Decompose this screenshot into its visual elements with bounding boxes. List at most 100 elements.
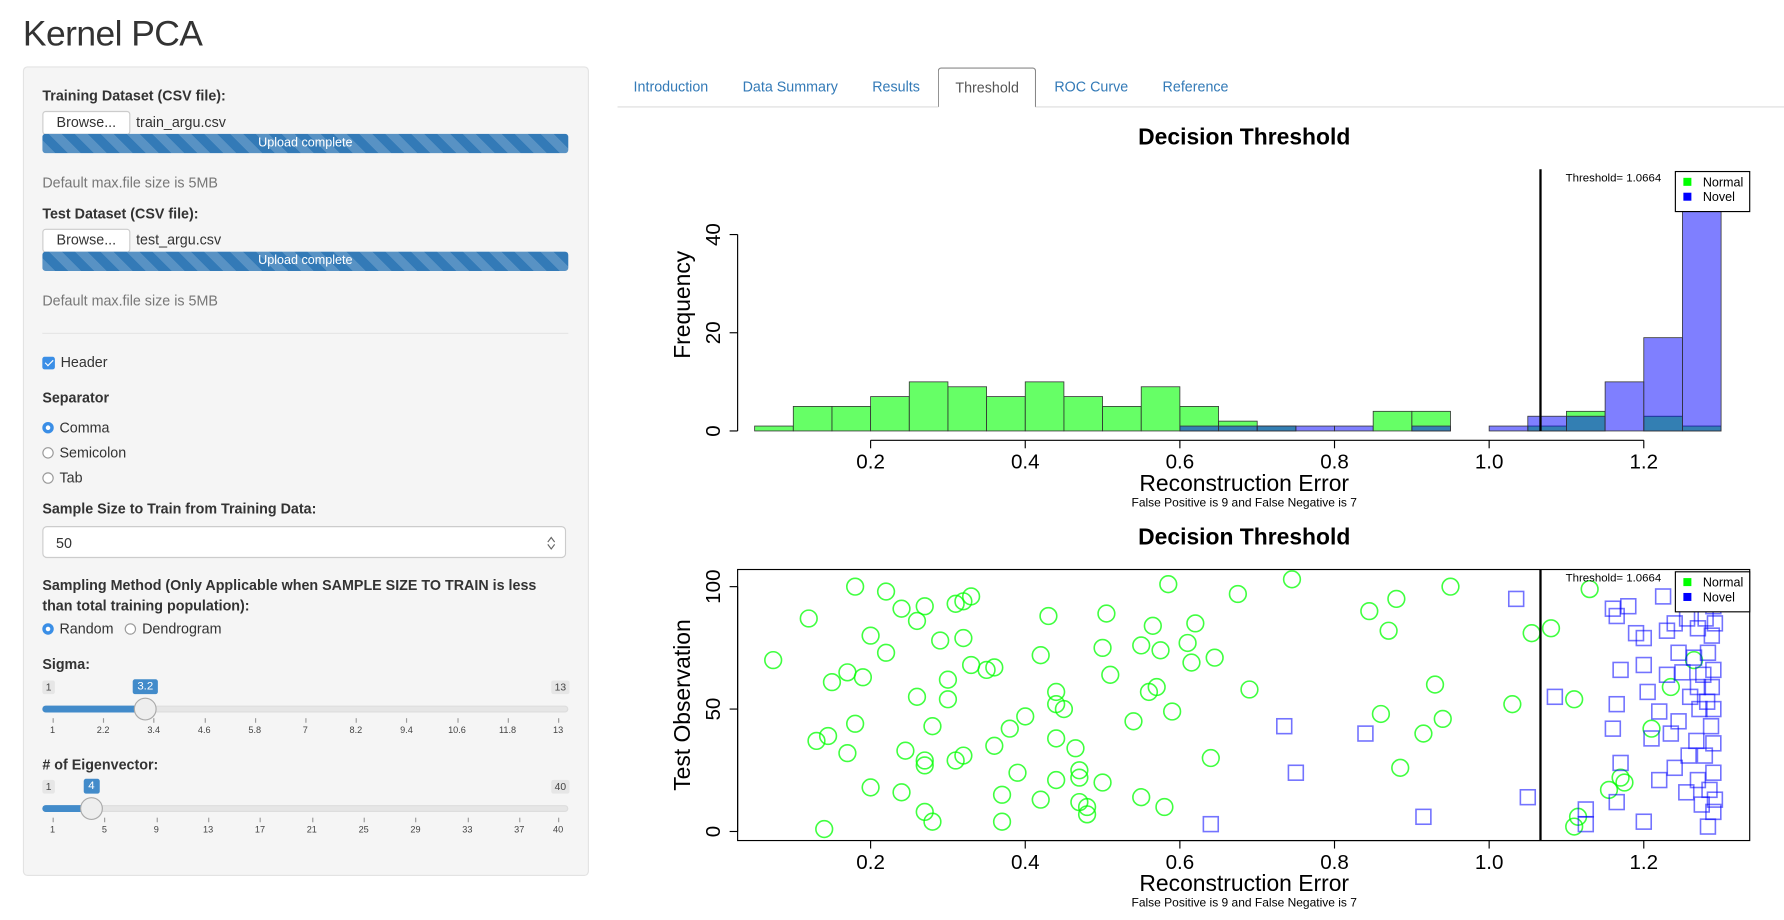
scatter-point [1282, 570, 1302, 589]
x-axis-label: Reconstruction Error [1139, 870, 1349, 896]
scatter-point [1182, 653, 1201, 672]
scatter-point [807, 731, 826, 751]
radio-dot[interactable] [42, 623, 54, 635]
tab[interactable]: Introduction [633, 78, 709, 95]
help-text: Default max.file size is 5MB [42, 292, 218, 309]
slider-track[interactable] [42, 805, 569, 812]
scatter-point [896, 741, 915, 760]
y-tick-label: 0 [702, 826, 725, 837]
scatter-point [1705, 661, 1722, 679]
histogram-bar [1024, 381, 1065, 432]
radio-group: Comma Semicolon Tab [42, 415, 126, 490]
histogram-bar [870, 396, 910, 432]
scatter-point [1620, 598, 1637, 615]
checkbox[interactable]: Header [42, 355, 107, 371]
slider-tick [52, 718, 54, 723]
scatter-point [938, 670, 958, 689]
x-tick-label: 1.2 [1629, 451, 1658, 474]
slider-tick-label: 1 [50, 824, 56, 835]
radio-dot[interactable] [124, 623, 137, 635]
histogram-bar [1372, 410, 1413, 432]
slider-tick [259, 817, 262, 823]
scatter-point [818, 726, 838, 746]
scatter-point [764, 650, 783, 670]
spinner[interactable] [547, 536, 556, 550]
scatter-point [1124, 712, 1143, 731]
radio-dot[interactable] [42, 447, 54, 459]
scatter-point [1387, 589, 1406, 609]
scatter-point [985, 736, 1004, 755]
radio-option[interactable]: Dendrogram [124, 621, 222, 637]
scatter-point [985, 658, 1004, 677]
scatter-point [1685, 649, 1703, 666]
chart-subtitle: False Positive is 9 and False Negative i… [1132, 896, 1358, 910]
histogram-bar [1179, 425, 1219, 432]
scatter-point [1604, 720, 1622, 737]
slider-tick-label: 8.2 [349, 725, 363, 736]
scatter-point [1688, 732, 1705, 750]
slider-tick-label: 25 [358, 824, 369, 835]
scatter-point [1699, 644, 1717, 661]
scatter-point [1699, 818, 1717, 835]
histogram-bar [986, 396, 1026, 432]
scatter-point [1670, 644, 1687, 661]
x-tick-label: 0.8 [1320, 451, 1349, 474]
radio-option[interactable]: Random [42, 621, 114, 637]
scatter-point [1701, 781, 1718, 799]
slider-value: 4 [83, 778, 100, 794]
scatter-point [1635, 629, 1653, 647]
radio-option[interactable]: Semicolon [42, 440, 126, 465]
scatter-point [1159, 575, 1178, 594]
checkbox-box[interactable] [42, 356, 55, 369]
scatter-point [1016, 707, 1035, 726]
threshold-label: Threshold= 1.0664 [1566, 172, 1662, 184]
scatter-point [915, 597, 934, 616]
y-tick-label: 0 [702, 425, 725, 436]
x-tick-label: 1.2 [1629, 851, 1658, 874]
scatter-point [1287, 764, 1305, 781]
slider-tick-label: 13 [552, 725, 564, 736]
histogram-bar [1488, 425, 1529, 432]
scatter-point [1654, 588, 1672, 605]
scatter-point [1678, 784, 1695, 801]
x-tick-label: 0.6 [1166, 851, 1195, 874]
scatter-point [1608, 793, 1625, 811]
scatter-point [1642, 719, 1661, 738]
file-name: train_argu.csv [136, 114, 226, 131]
radio-option[interactable]: Comma [42, 415, 126, 440]
slider-tick-label: 5 [101, 824, 107, 835]
radio-option[interactable]: Tab [42, 465, 126, 490]
number-input[interactable]: 50 [42, 526, 567, 559]
histogram-bar [792, 406, 833, 432]
x-tick-label: 0.2 [856, 451, 885, 474]
tab[interactable]: Data Summary [742, 78, 838, 95]
field-label: # of Eigenvector: [42, 757, 159, 774]
scatter-point [1155, 797, 1174, 817]
slider-tick [507, 718, 509, 723]
scatter-point [1703, 627, 1721, 644]
slider-handle[interactable] [80, 797, 103, 820]
app-title: Kernel PCA [22, 13, 203, 54]
scatter-point [1101, 665, 1120, 684]
tab[interactable]: Threshold [938, 67, 1037, 108]
scatter-point [915, 751, 934, 770]
scatter-point [1680, 747, 1697, 764]
tab[interactable]: Reference [1162, 78, 1229, 95]
scatter-point [1611, 768, 1630, 787]
histogram-bar [1218, 425, 1258, 432]
tab[interactable]: ROC Curve [1054, 78, 1129, 95]
slider-handle[interactable] [133, 697, 157, 721]
field-label: Sampling Method (Only Applicable when SA… [42, 577, 537, 615]
scatter-point [861, 626, 880, 645]
slider-tick [519, 817, 521, 823]
slider-tick [204, 718, 206, 723]
tab[interactable]: Results [872, 78, 920, 95]
slider-tick [156, 817, 158, 823]
scatter-point [1674, 664, 1691, 681]
radio-dot[interactable] [42, 472, 54, 484]
radio-dot[interactable] [42, 421, 54, 434]
scatter-point [907, 687, 927, 706]
legend-label: Normal [1703, 576, 1743, 590]
histogram-bar [1256, 425, 1297, 432]
